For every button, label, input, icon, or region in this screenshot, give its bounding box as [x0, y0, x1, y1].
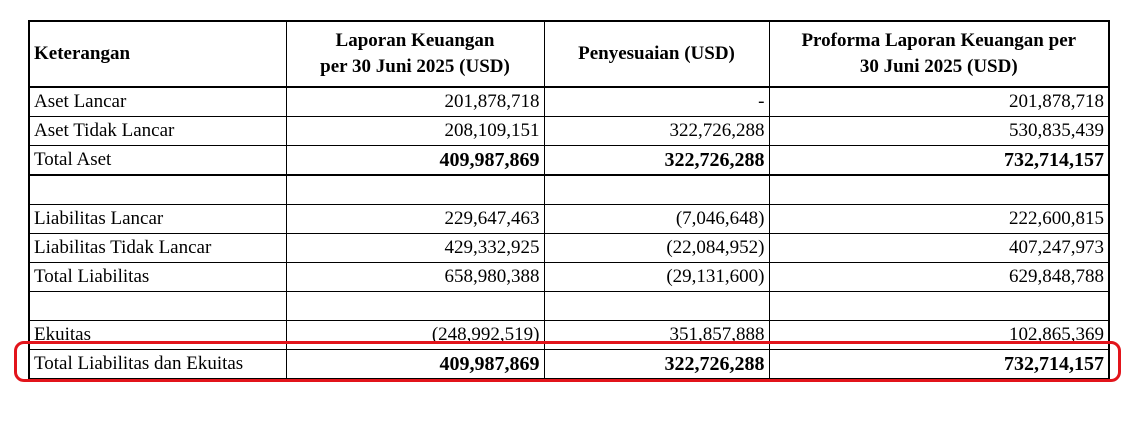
row-label: Ekuitas: [28, 320, 287, 350]
table-row-total-liabilitas: Total Liabilitas 658,980,388 (29,131,600…: [28, 262, 1110, 292]
cell-penyesuaian: [543, 174, 770, 205]
row-label: Liabilitas Tidak Lancar: [28, 233, 287, 263]
cell-penyesuaian: 322,726,288: [543, 116, 770, 146]
header-proforma-line2: 30 Juni 2025 (USD): [859, 56, 1018, 77]
cell-proforma: [768, 291, 1110, 321]
proforma-financial-table: Keterangan Laporan Keuangan per 30 Juni …: [28, 20, 1110, 380]
cell-laporan: 208,109,151: [285, 116, 545, 146]
cell-proforma: 407,247,973: [768, 233, 1110, 263]
header-keterangan: Keterangan: [28, 20, 287, 88]
cell-penyesuaian: 322,726,288: [543, 349, 770, 380]
cell-proforma: 629,848,788: [768, 262, 1110, 292]
cell-penyesuaian: 351,857,888: [543, 320, 770, 350]
header-proforma: Proforma Laporan Keuangan per 30 Juni 20…: [768, 20, 1110, 88]
cell-laporan: [285, 291, 545, 321]
cell-proforma: 222,600,815: [768, 204, 1110, 234]
header-laporan-keuangan-line1: Laporan Keuangan: [335, 30, 495, 51]
table-row-aset-tidak-lancar: Aset Tidak Lancar 208,109,151 322,726,28…: [28, 116, 1110, 146]
cell-laporan: [285, 174, 545, 205]
cell-penyesuaian: 322,726,288: [543, 145, 770, 176]
row-label: Aset Tidak Lancar: [28, 116, 287, 146]
table-row-spacer: [28, 291, 1110, 321]
header-penyesuaian: Penyesuaian (USD): [543, 20, 770, 88]
cell-penyesuaian: -: [543, 86, 770, 117]
row-label: [28, 174, 287, 205]
table-header-row: Keterangan Laporan Keuangan per 30 Juni …: [28, 20, 1110, 88]
financial-table-sheet: Keterangan Laporan Keuangan per 30 Juni …: [28, 20, 1110, 412]
cell-laporan: 409,987,869: [285, 145, 545, 176]
cell-proforma: [768, 174, 1110, 205]
table-row-total-liabilitas-ekuitas: Total Liabilitas dan Ekuitas 409,987,869…: [28, 349, 1110, 380]
cell-penyesuaian: (7,046,648): [543, 204, 770, 234]
table-row-spacer: [28, 174, 1110, 205]
table-row-ekuitas: Ekuitas (248,992,519) 351,857,888 102,86…: [28, 320, 1110, 350]
cell-penyesuaian: (29,131,600): [543, 262, 770, 292]
cell-laporan: (248,992,519): [285, 320, 545, 350]
cell-proforma: 201,878,718: [768, 86, 1110, 117]
table-row-liabilitas-tidak-lancar: Liabilitas Tidak Lancar 429,332,925 (22,…: [28, 233, 1110, 263]
table-row-total-aset: Total Aset 409,987,869 322,726,288 732,7…: [28, 145, 1110, 176]
row-label: Total Aset: [28, 145, 287, 176]
header-laporan-keuangan: Laporan Keuangan per 30 Juni 2025 (USD): [285, 20, 545, 88]
cell-penyesuaian: [543, 291, 770, 321]
cell-proforma: 102,865,369: [768, 320, 1110, 350]
cell-proforma: 732,714,157: [768, 145, 1110, 176]
row-label: Total Liabilitas dan Ekuitas: [28, 349, 287, 380]
table-row-aset-lancar: Aset Lancar 201,878,718 - 201,878,718: [28, 86, 1110, 117]
row-label: Total Liabilitas: [28, 262, 287, 292]
row-label: [28, 291, 287, 321]
row-label: Aset Lancar: [28, 86, 287, 117]
cell-penyesuaian: (22,084,952): [543, 233, 770, 263]
header-proforma-line1: Proforma Laporan Keuangan per: [801, 30, 1077, 51]
cell-laporan: 429,332,925: [285, 233, 545, 263]
header-laporan-keuangan-line2: per 30 Juni 2025 (USD): [320, 56, 510, 77]
cell-proforma: 732,714,157: [768, 349, 1110, 380]
cell-laporan: 201,878,718: [285, 86, 545, 117]
row-label: Liabilitas Lancar: [28, 204, 287, 234]
table-row-liabilitas-lancar: Liabilitas Lancar 229,647,463 (7,046,648…: [28, 204, 1110, 234]
cell-proforma: 530,835,439: [768, 116, 1110, 146]
cell-laporan: 229,647,463: [285, 204, 545, 234]
cell-laporan: 409,987,869: [285, 349, 545, 380]
cell-laporan: 658,980,388: [285, 262, 545, 292]
